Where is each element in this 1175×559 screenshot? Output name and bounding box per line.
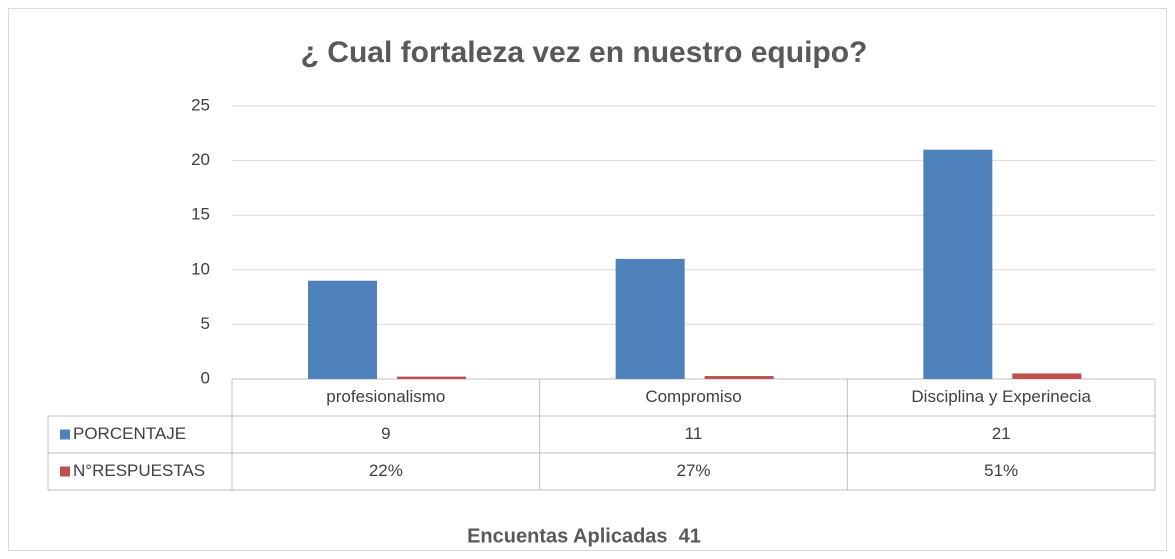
legend-label: PORCENTAJE [73, 424, 186, 443]
y-tick-label: 20 [191, 150, 210, 169]
table-value: 11 [685, 424, 703, 443]
chart-title: ¿ Cual fortaleza vez en nuestro equipo? [301, 36, 868, 69]
footer: Encuentas Aplicadas 41 [467, 525, 701, 547]
bar [615, 258, 685, 379]
bar [704, 376, 774, 379]
bar [397, 376, 466, 379]
legend-swatch [60, 466, 70, 477]
y-tick-label: 25 [191, 95, 210, 114]
x-tick-label: Disciplina y Experinecia [911, 387, 1091, 406]
legend-swatch [60, 429, 70, 440]
table-value: 21 [992, 424, 1011, 443]
table-value: 22% [369, 461, 403, 480]
legend-label: N°RESPUESTAS [73, 461, 205, 480]
table-value: 51% [984, 461, 1018, 480]
y-tick-label: 0 [201, 368, 210, 387]
y-tick-label: 5 [201, 314, 210, 333]
table-value: 9 [381, 424, 390, 443]
bar [308, 280, 377, 379]
bar [923, 149, 993, 379]
y-tick-label: 10 [191, 259, 210, 278]
x-tick-label: Compromiso [645, 387, 741, 406]
table-value: 27% [676, 461, 710, 480]
bar [1012, 373, 1082, 379]
y-tick-label: 15 [191, 205, 210, 224]
x-tick-label: profesionalismo [326, 387, 445, 406]
